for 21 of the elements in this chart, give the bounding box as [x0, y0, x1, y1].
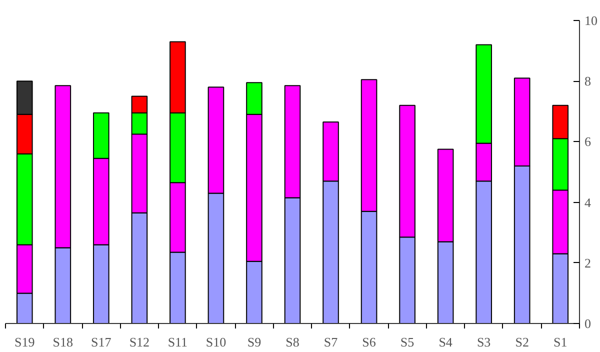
x-tick-label: S7	[324, 334, 338, 350]
x-tick-label: S5	[400, 334, 414, 350]
x-tick-label: S2	[515, 334, 529, 350]
y-tick-label: 10	[584, 13, 598, 28]
y-tick-label: 8	[584, 74, 591, 89]
x-tick-label: S3	[476, 334, 491, 350]
x-tick-label: S6	[362, 334, 376, 350]
y-tick-label: 0	[584, 316, 591, 331]
y-tick-label: 2	[584, 255, 591, 270]
x-tick-label: S8	[286, 334, 300, 350]
x-tick-label: S19	[14, 334, 35, 350]
x-tick-label: S17	[91, 334, 112, 350]
x-tick-label: S1	[554, 334, 568, 350]
y-tick-label: 4	[584, 194, 592, 210]
x-tick-label: S9	[247, 334, 262, 350]
y-tick-label: 6	[584, 134, 592, 150]
x-tick-label: S4	[438, 334, 453, 350]
x-tick-label: S11	[168, 334, 188, 350]
x-tick-label: S18	[52, 334, 74, 350]
x-tick-label: S10	[206, 334, 226, 350]
x-tick-label: S12	[129, 334, 150, 350]
